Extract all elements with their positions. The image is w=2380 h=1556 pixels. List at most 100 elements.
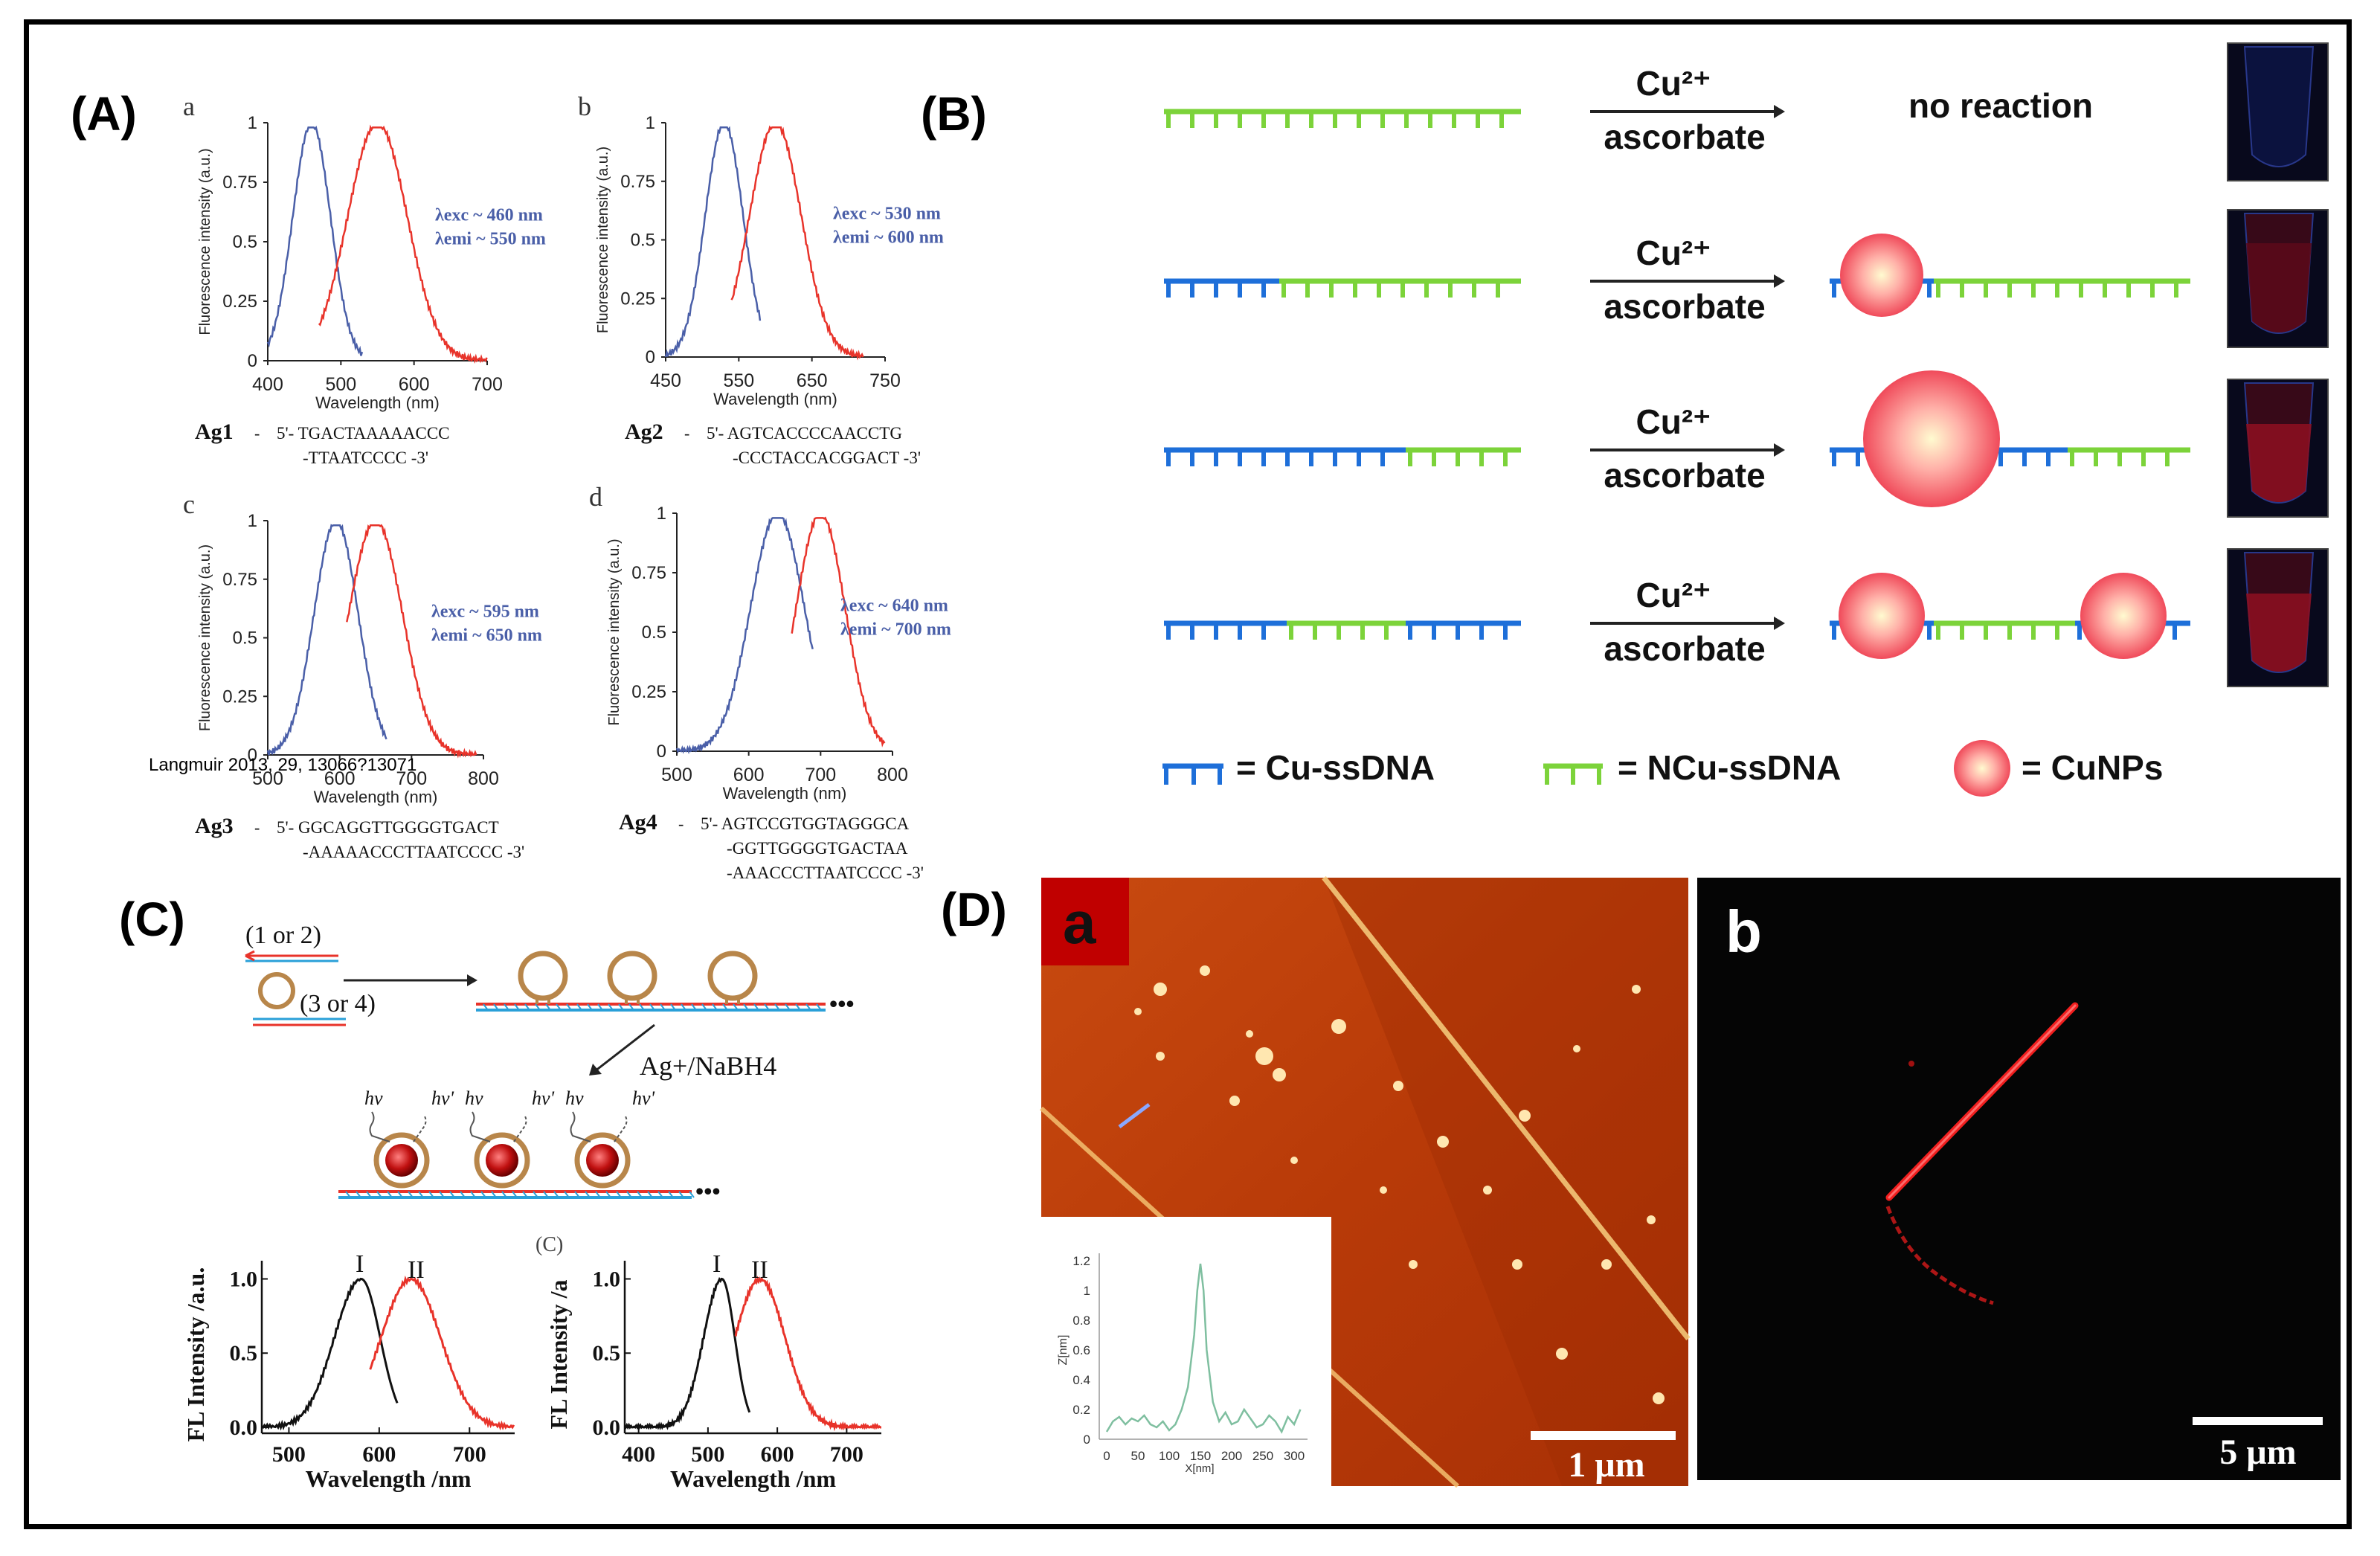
afm-particle	[1229, 1096, 1240, 1106]
duplex-rung	[691, 1003, 697, 1011]
duplex-rung	[387, 1191, 393, 1198]
duplex-rung	[514, 1003, 520, 1011]
hairpin-loop	[474, 1132, 530, 1189]
x-tick-label: 600	[733, 765, 765, 785]
series-II	[369, 1275, 515, 1431]
product-row-2	[1830, 234, 2190, 317]
inset-x-tick-label: 0	[1103, 1449, 1110, 1463]
inset-profile	[1105, 1263, 1302, 1434]
sequence-name: Ag3	[195, 814, 234, 838]
y-tick-label: 0.75	[631, 563, 666, 583]
x-tick-label: 700	[472, 374, 503, 395]
series-II	[734, 1276, 881, 1432]
afm-profile-line	[1118, 1103, 1151, 1128]
afm-label-box	[1041, 878, 1129, 965]
vial-fluorescence	[2246, 424, 2312, 502]
x-axis-label: Wavelength (nm)	[315, 393, 440, 412]
afm-particle	[1273, 1068, 1286, 1081]
excitation-wave	[570, 1111, 591, 1142]
duplex-rung	[574, 1191, 580, 1198]
emission-label: λemi ~ 700 nm	[840, 620, 951, 640]
silver-cluster	[486, 1144, 518, 1177]
afm-particle	[1437, 1136, 1449, 1148]
arrow-head	[1774, 105, 1785, 118]
inset-y-tick-label: 0	[1084, 1433, 1090, 1447]
y-tick-label: 0.75	[222, 570, 257, 590]
reagent-cu: Cu²⁺	[1636, 576, 1711, 614]
duplex-rung	[637, 1191, 643, 1198]
duplex-rung	[701, 1003, 707, 1011]
inset-x-tick-label: 50	[1131, 1449, 1145, 1463]
afm-particle	[1134, 1008, 1142, 1015]
inset-x-label: X[nm]	[1185, 1462, 1214, 1475]
red-nanowire-faint	[1885, 1206, 1994, 1305]
duplex-rung	[543, 1191, 549, 1198]
hairpin-loop	[607, 951, 657, 1001]
no-reaction-label: no reaction	[1908, 86, 2093, 125]
y-tick-label: 0	[248, 745, 257, 765]
afm-particle	[1200, 965, 1210, 976]
afm-particle	[1556, 1348, 1568, 1360]
y-tick-label: 0.5	[631, 231, 655, 251]
spectrum-plot-d: 0 0.25 0.5 0.75 1 500 600 700 800 Wavelength (nm)…	[589, 482, 951, 882]
y-tick-label: 0.5	[230, 1341, 258, 1366]
inset-y-tick-label: 0.4	[1072, 1373, 1090, 1387]
product-row-3	[1830, 370, 2190, 507]
input-arrowhead	[245, 950, 255, 962]
emission-label: λemi ~ 550 nm	[435, 230, 546, 249]
duplex-rung	[628, 1003, 634, 1011]
subplot-letter: c	[183, 489, 195, 519]
duplex-rung	[668, 1191, 674, 1198]
afm-particle	[1573, 1045, 1580, 1052]
y-axis-label: FL Intensity /a.u.	[182, 1267, 209, 1442]
y-tick-label: 0.25	[222, 292, 257, 312]
scale-bar-a	[1531, 1431, 1676, 1440]
series-excitation	[675, 517, 814, 755]
panel-d-label: (D)	[941, 883, 1007, 936]
inset-x-tick-label: 150	[1190, 1449, 1211, 1463]
sequence-name: Ag4	[619, 810, 657, 835]
y-tick-label: 1	[248, 511, 257, 531]
duplex-rung	[376, 1191, 382, 1198]
series-I	[261, 1277, 399, 1431]
x-tick-label: 500	[691, 1442, 724, 1467]
cu-nanoparticle	[1840, 234, 1923, 317]
x-tick-label: 650	[797, 370, 828, 391]
y-tick-label: 0	[657, 742, 666, 762]
x-tick-label: 400	[622, 1442, 655, 1467]
y-tick-label: 0.25	[222, 687, 257, 707]
sequence-line1: 5'- GGCAGGTTGGGGTGACT	[277, 818, 499, 837]
x-tick-label: 800	[468, 768, 499, 789]
inset-y-tick-label: 0.2	[1072, 1403, 1090, 1417]
ellipsis: •••	[695, 1177, 721, 1204]
y-tick-label: 0	[646, 347, 655, 367]
red-spot	[1908, 1061, 1914, 1067]
red-nanowire-core	[1888, 1004, 2077, 1199]
reagent-cu: Cu²⁺	[1636, 234, 1711, 272]
afm-particle	[1483, 1186, 1492, 1195]
afm-particle	[1331, 1019, 1346, 1034]
excitation-wave	[469, 1111, 491, 1142]
duplex-rung	[764, 1003, 770, 1011]
duplex-rung	[366, 1191, 372, 1198]
x-tick-label: 600	[324, 768, 356, 789]
duplex-rung	[805, 1003, 811, 1011]
spectrum-plot-a: 0 0.25 0.5 0.75 1 400 500 600 700 Wavelength (nm)…	[183, 91, 546, 467]
series-excitation	[266, 125, 364, 356]
y-tick-label: 0.5	[233, 628, 257, 649]
emission-label: λemi ~ 650 nm	[431, 626, 542, 646]
excitation-label: λexc ~ 530 nm	[833, 205, 941, 224]
duplex-rung	[576, 1003, 582, 1011]
duplex-rung	[512, 1191, 518, 1198]
x-tick-label: 700	[453, 1442, 486, 1467]
peak-label-I: I	[356, 1250, 364, 1278]
reagent-cu: Cu²⁺	[1636, 64, 1711, 103]
arrow-head	[1774, 443, 1785, 457]
duplex-rung	[460, 1191, 466, 1198]
hv-label: hν	[565, 1087, 584, 1109]
y-tick-label: 1.0	[230, 1267, 258, 1291]
duplex-rung	[626, 1191, 632, 1198]
reaction-row-1: Cu²⁺ ascorbate	[1164, 42, 2329, 181]
duplex-rung	[585, 1191, 591, 1198]
sequence-line1: 5'- AGTCACCCCAACCTG	[707, 424, 902, 443]
